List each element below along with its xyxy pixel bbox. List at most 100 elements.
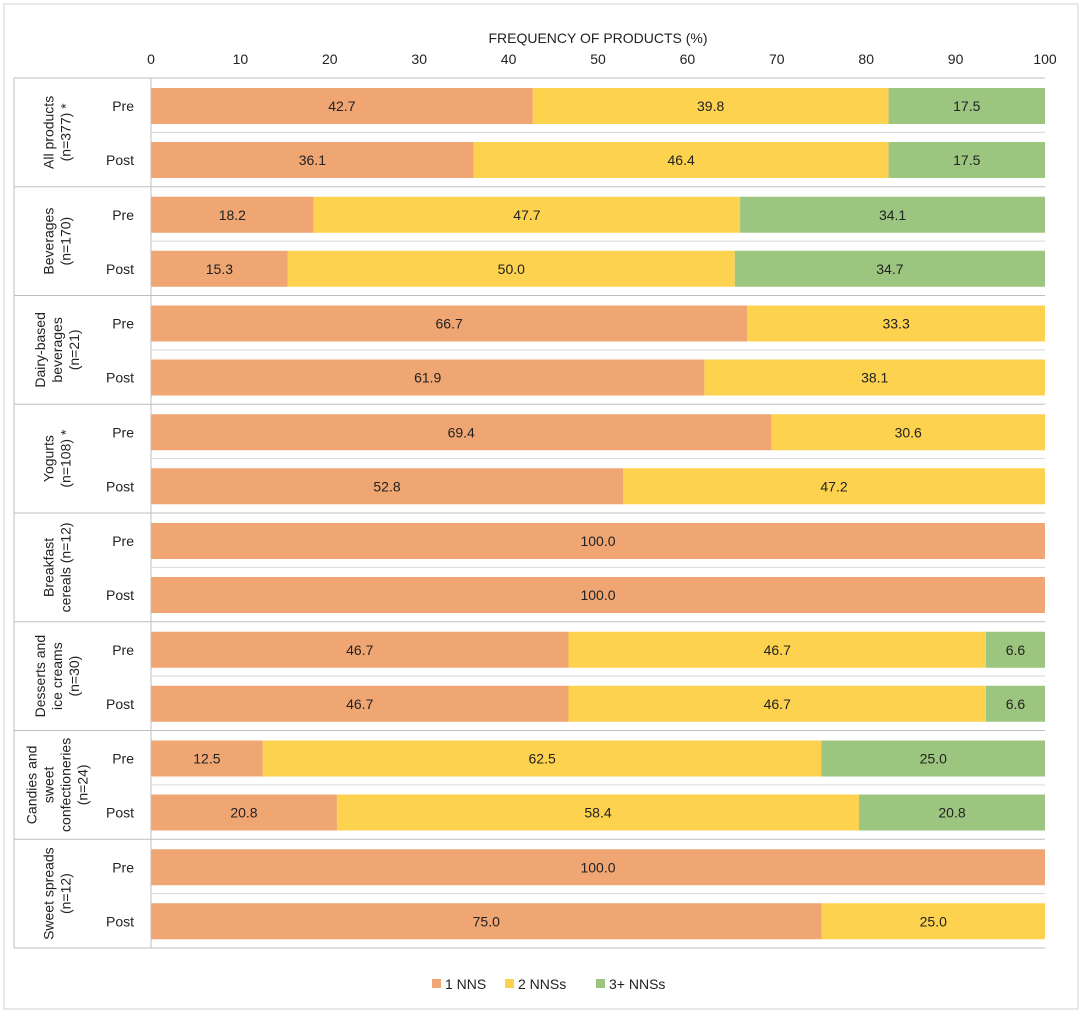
x-tick-label: 40 [501, 51, 517, 67]
row-label: Pre [112, 316, 134, 332]
bar-segment [262, 740, 822, 777]
group-label-line: (n=377) * [58, 103, 74, 162]
bar-segment [151, 414, 772, 451]
row-label: Post [106, 261, 134, 277]
group-label-line: (n=21) [66, 329, 82, 370]
data-label: 30.6 [895, 424, 922, 440]
data-label: 17.5 [953, 98, 980, 114]
group-label-line: cereals (n=12) [58, 522, 74, 612]
x-tick-label: 100 [1033, 51, 1057, 67]
data-label: 100.0 [580, 587, 615, 603]
row-label: Post [106, 696, 134, 712]
bar-segment [473, 142, 889, 178]
bar-segment [151, 740, 263, 777]
legend-swatch [432, 979, 441, 988]
bar-segment [151, 631, 569, 668]
data-label: 69.4 [448, 424, 475, 440]
group-label-line: Desserts and [32, 635, 48, 717]
group-label-line: (n=170) [58, 217, 74, 266]
group-label-line: ice creams [49, 642, 65, 710]
data-label: 58.4 [584, 805, 611, 821]
group-label: All products(n=377) * [41, 96, 74, 169]
row-label: Pre [112, 642, 134, 658]
row-label: Pre [112, 859, 134, 875]
data-label: 46.7 [764, 642, 791, 658]
group-label: Dairy-basedbeverages(n=21) [32, 312, 82, 387]
row-label: Post [106, 913, 134, 929]
bar-segment [821, 740, 1045, 777]
data-label: 100.0 [580, 859, 615, 875]
bar-segment [532, 88, 889, 124]
data-label: 46.7 [346, 642, 373, 658]
data-label: 15.3 [206, 261, 233, 277]
bar-segment [888, 88, 1045, 124]
bar-segment [151, 359, 705, 396]
row-label: Post [106, 805, 134, 821]
bar-segment [313, 196, 741, 233]
data-label: 42.7 [328, 98, 355, 114]
data-label: 36.1 [299, 152, 326, 168]
data-label: 66.7 [436, 316, 463, 332]
group-label-line: (n=24) [75, 764, 91, 805]
group-label: Sweet spreads(n=12) [41, 847, 74, 940]
data-label: 46.7 [346, 696, 373, 712]
bar-segment [151, 142, 474, 178]
bar-segment [888, 142, 1045, 178]
data-label: 34.7 [876, 261, 903, 277]
row-label: Pre [112, 98, 134, 114]
data-label: 38.1 [861, 370, 888, 386]
group-label-line: Dairy-based [32, 312, 48, 387]
bar-segment [151, 794, 337, 831]
bar-segment [740, 196, 1045, 233]
bar-segment [151, 577, 1045, 613]
group-label: Breakfastcereals (n=12) [41, 522, 74, 612]
bar-segment [151, 523, 1045, 559]
group-label-line: (n=30) [66, 656, 82, 697]
x-tick-label: 70 [769, 51, 785, 67]
bar-segment [734, 250, 1045, 287]
legend-swatch [596, 979, 605, 988]
data-label: 75.0 [473, 913, 500, 929]
group-label-line: Yogurts [41, 435, 57, 482]
row-label: Post [106, 478, 134, 494]
bar-segment [151, 88, 533, 124]
data-label: 18.2 [219, 207, 246, 223]
legend-swatch [505, 979, 514, 988]
data-label: 33.3 [883, 316, 910, 332]
group-label-line: Candies and [24, 746, 40, 825]
x-tick-label: 60 [680, 51, 696, 67]
group-label: Desserts andice creams(n=30) [32, 635, 82, 717]
x-tick-label: 30 [411, 51, 427, 67]
legend-label: 3+ NNSs [609, 976, 665, 992]
bar-segment [747, 305, 1045, 342]
bar-segment [151, 685, 569, 722]
chart-frame [3, 3, 1079, 1010]
data-label: 6.6 [1006, 696, 1026, 712]
data-label: 50.0 [498, 261, 525, 277]
group-label: Yogurts(n=108) * [41, 429, 74, 488]
row-label: Pre [112, 751, 134, 767]
bar-segment [151, 849, 1045, 886]
data-label: 39.8 [697, 98, 724, 114]
data-label: 100.0 [580, 533, 615, 549]
chart-title: FREQUENCY OF PRODUCTS (%) [488, 30, 707, 46]
row-label: Post [106, 152, 134, 168]
bar-segment [623, 468, 1045, 505]
x-tick-label: 20 [322, 51, 338, 67]
bar-segment [568, 685, 986, 722]
group-label-line: Sweet spreads [41, 847, 57, 940]
data-label: 20.8 [230, 805, 257, 821]
group-label: Candies andsweetconfectioneries(n=24) [24, 738, 91, 832]
group-label-line: (n=108) * [58, 429, 74, 488]
data-label: 47.7 [513, 207, 540, 223]
group-label-line: sweet [41, 766, 57, 803]
data-label: 20.8 [938, 805, 965, 821]
bar-segment [821, 903, 1045, 940]
row-label: Pre [112, 207, 134, 223]
bar-segment [336, 794, 860, 831]
bar-segment [151, 468, 624, 505]
bar-segment [151, 196, 314, 233]
group-label-line: beverages [49, 317, 65, 382]
data-label: 6.6 [1006, 642, 1026, 658]
